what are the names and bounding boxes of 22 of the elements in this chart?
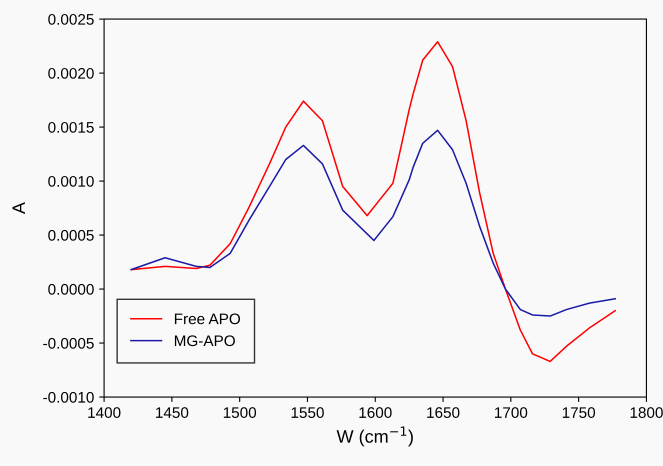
y-tick-label: 0.0005 [48, 230, 94, 241]
x-tick-label: 1800 [630, 407, 663, 418]
y-tick-label: 0.0020 [48, 68, 94, 79]
y-tick-label: -0.0005 [43, 338, 94, 349]
x-tick-label: 1450 [156, 407, 188, 418]
y-tick-label: 0.0025 [48, 14, 94, 25]
legend-label: Free APO [174, 313, 240, 324]
y-tick-label: 0.0010 [48, 176, 94, 187]
y-tick-label: 0.0000 [48, 284, 94, 295]
x-tick-label: 1750 [562, 407, 596, 418]
x-tick-label: 1500 [224, 407, 256, 418]
x-tick-label: 1400 [88, 407, 120, 418]
y-tick-label: -0.0010 [43, 392, 94, 403]
y-axis-title: A [12, 202, 25, 214]
y-tick-label: 0.0015 [48, 122, 94, 133]
x-axis-title: W (cm$^{−1}$) [336, 426, 413, 446]
x-tick-label: 1650 [427, 407, 460, 418]
x-tick-label: 1700 [495, 407, 528, 418]
line-series [130, 41, 616, 362]
legend-label: MG-APO [174, 335, 235, 346]
x-tick-label: 1550 [292, 407, 324, 418]
x-tick-label: 1600 [359, 407, 392, 418]
